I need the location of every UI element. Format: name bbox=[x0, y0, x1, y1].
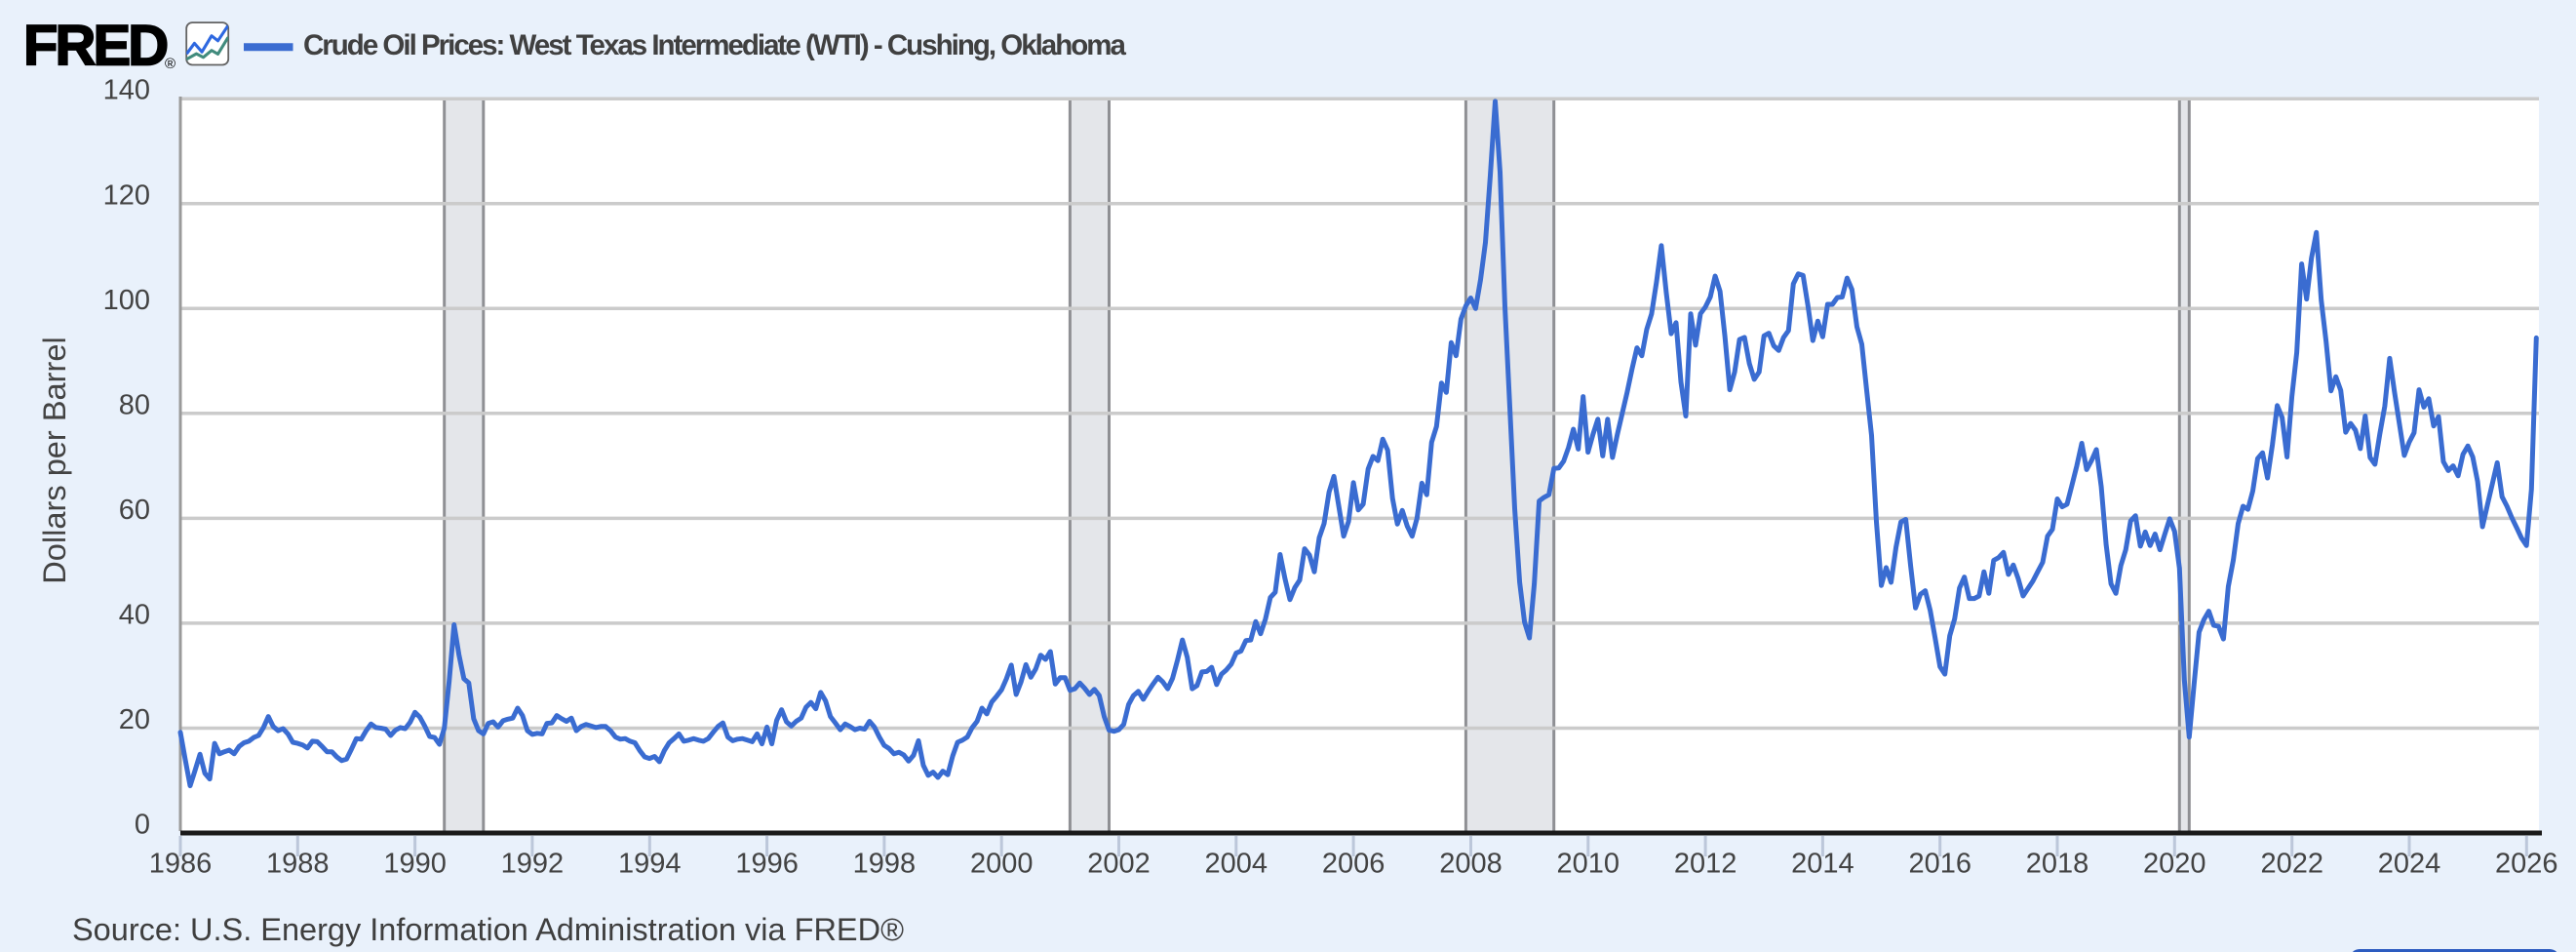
svg-text:2004: 2004 bbox=[1205, 849, 1268, 880]
svg-text:2006: 2006 bbox=[1322, 849, 1386, 880]
svg-text:2026: 2026 bbox=[2495, 849, 2558, 880]
svg-text:2012: 2012 bbox=[1674, 849, 1737, 880]
svg-text:2022: 2022 bbox=[2260, 849, 2323, 880]
svg-text:80: 80 bbox=[119, 389, 150, 420]
svg-text:®: ® bbox=[165, 56, 176, 72]
svg-text:2008: 2008 bbox=[1439, 849, 1503, 880]
svg-text:20: 20 bbox=[119, 704, 150, 735]
svg-text:Crude Oil Prices: West Texas I: Crude Oil Prices: West Texas Intermediat… bbox=[303, 29, 1126, 61]
svg-text:1996: 1996 bbox=[735, 849, 799, 880]
svg-text:140: 140 bbox=[103, 75, 150, 106]
svg-text:120: 120 bbox=[103, 179, 150, 211]
svg-text:Dollars per Barrel: Dollars per Barrel bbox=[36, 337, 72, 583]
svg-text:1992: 1992 bbox=[501, 849, 565, 880]
svg-text:1994: 1994 bbox=[618, 849, 682, 880]
svg-text:1998: 1998 bbox=[853, 849, 917, 880]
svg-text:1990: 1990 bbox=[383, 849, 447, 880]
svg-text:2016: 2016 bbox=[1908, 849, 1971, 880]
svg-text:2002: 2002 bbox=[1087, 849, 1151, 880]
svg-text:40: 40 bbox=[119, 599, 150, 630]
svg-text:0: 0 bbox=[135, 810, 150, 841]
svg-text:60: 60 bbox=[119, 495, 150, 526]
svg-text:2018: 2018 bbox=[2026, 849, 2089, 880]
svg-text:FRED: FRED bbox=[23, 15, 167, 78]
svg-text:2020: 2020 bbox=[2143, 849, 2206, 880]
svg-text:100: 100 bbox=[103, 285, 150, 316]
svg-text:1986: 1986 bbox=[149, 849, 213, 880]
svg-text:2010: 2010 bbox=[1557, 849, 1620, 880]
svg-text:2014: 2014 bbox=[1791, 849, 1854, 880]
svg-text:1988: 1988 bbox=[266, 849, 330, 880]
svg-text:2000: 2000 bbox=[970, 849, 1034, 880]
svg-text:Source: U.S. Energy Informatio: Source: U.S. Energy Information Administ… bbox=[72, 912, 904, 947]
svg-text:2024: 2024 bbox=[2378, 849, 2441, 880]
